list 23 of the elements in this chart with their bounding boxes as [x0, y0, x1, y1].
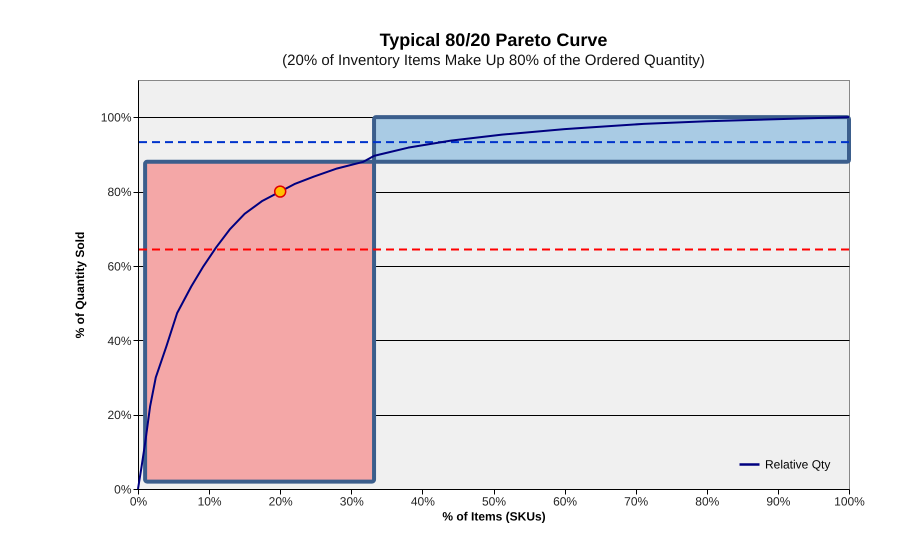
x-tick-label: 70%: [624, 494, 649, 508]
x-tick-label: 30%: [340, 494, 364, 508]
y-tick-label: 100%: [100, 110, 132, 125]
x-tick-label: 60%: [553, 494, 578, 508]
x-axis-title: % of Items (SKUs): [442, 510, 546, 524]
y-tick-label: 60%: [107, 259, 132, 274]
x-tick-label: 80%: [695, 494, 720, 508]
y-tick-label: 40%: [107, 334, 132, 348]
x-tick-label: 0%: [130, 494, 148, 508]
legend-label: Relative Qty: [765, 458, 830, 472]
y-tick-label: 0%: [114, 482, 132, 496]
line-series: [137, 116, 850, 490]
y-tick-label: 80%: [107, 185, 132, 200]
chart-subtitle: (20% of Inventory Items Make Up 80% of the Ordered Quantity): [282, 52, 705, 69]
x-tick-label: 20%: [268, 494, 294, 508]
x-tick-label: 40%: [410, 494, 436, 508]
chart-title: Typical 80/20 Pareto Curve: [380, 30, 608, 50]
y-axis-title: % of Quantity Sold: [72, 232, 87, 338]
x-tick-label: 10%: [198, 494, 222, 508]
y-tick-label: 20%: [107, 408, 132, 422]
x-tick-label: 90%: [766, 494, 791, 508]
x-tick-label: 100%: [834, 494, 866, 508]
x-tick-label: 50%: [482, 494, 506, 508]
